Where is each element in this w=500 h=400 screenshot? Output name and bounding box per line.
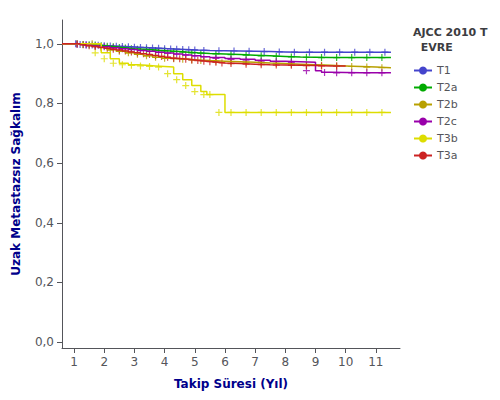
svg-text:8: 8 xyxy=(282,355,290,369)
svg-text:T2b: T2b xyxy=(436,98,458,111)
svg-text:6: 6 xyxy=(221,355,229,369)
svg-text:0,8: 0,8 xyxy=(35,96,54,110)
svg-text:0,6: 0,6 xyxy=(35,156,54,170)
svg-text:4: 4 xyxy=(161,355,169,369)
svg-text:2: 2 xyxy=(100,355,108,369)
svg-text:0,2: 0,2 xyxy=(35,275,54,289)
svg-text:10: 10 xyxy=(338,355,353,369)
svg-text:11: 11 xyxy=(368,355,383,369)
svg-text:3: 3 xyxy=(131,355,139,369)
svg-text:T3b: T3b xyxy=(436,132,458,145)
svg-text:Uzak Metastazsız Sağkalım: Uzak Metastazsız Sağkalım xyxy=(9,92,23,275)
svg-text:0,0: 0,0 xyxy=(35,335,54,349)
svg-text:1: 1 xyxy=(70,355,78,369)
svg-text:7: 7 xyxy=(251,355,259,369)
svg-text:1,0: 1,0 xyxy=(35,37,54,51)
svg-text:9: 9 xyxy=(312,355,320,369)
svg-text:T2a: T2a xyxy=(436,81,457,94)
svg-text:T2c: T2c xyxy=(436,115,457,128)
svg-text:5: 5 xyxy=(191,355,199,369)
svg-text:0,4: 0,4 xyxy=(35,216,54,230)
svg-text:AJCC 2010 T: AJCC 2010 T xyxy=(413,26,488,39)
svg-text:Takip Süresi (Yıl): Takip Süresi (Yıl) xyxy=(174,377,288,391)
svg-text:T3a: T3a xyxy=(436,149,457,162)
svg-text:T1: T1 xyxy=(436,64,451,77)
svg-text:EVRE: EVRE xyxy=(413,41,453,54)
